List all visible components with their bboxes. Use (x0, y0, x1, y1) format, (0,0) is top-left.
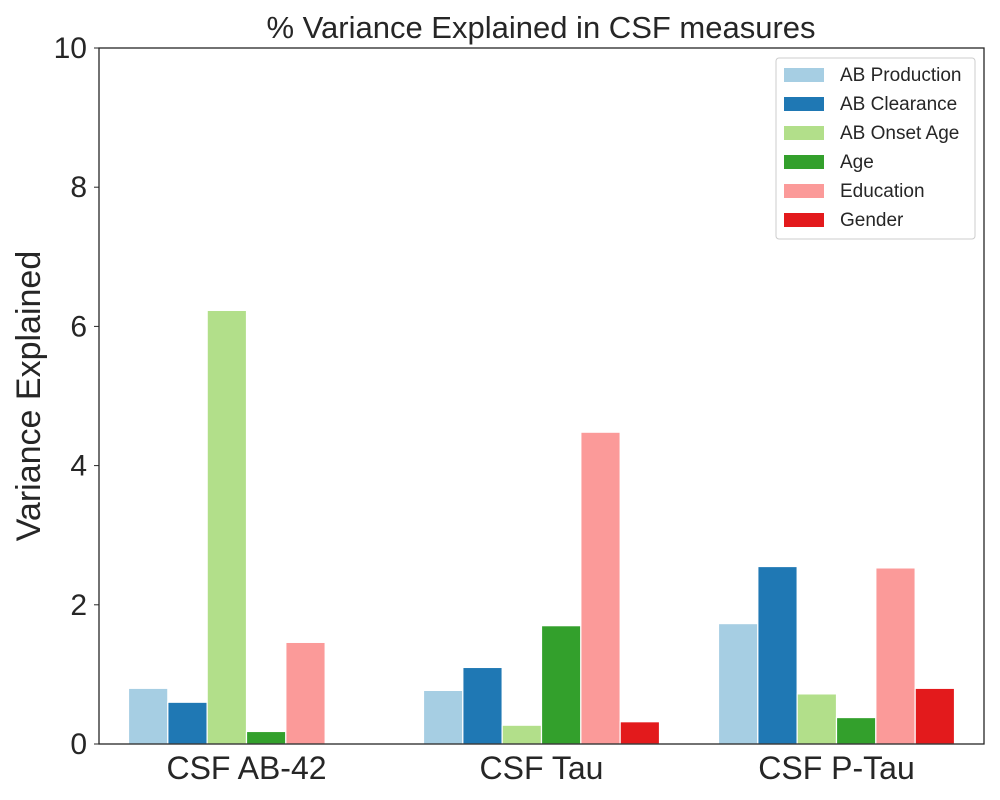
legend: AB Production AB Clearance AB Onset Age Age… (775, 57, 976, 240)
bar-age-0 (245, 730, 287, 745)
bar-ab-clearance-0 (167, 701, 208, 745)
y-tick-label: 2 (70, 589, 87, 622)
y-tick-label: 8 (70, 171, 87, 204)
legend-label: Gender (840, 210, 904, 231)
legend-swatch (784, 213, 824, 227)
y-axis-label: Variance Explained (10, 251, 48, 541)
plot-frame (98, 47, 985, 745)
bar-ab-onset-age-1 (501, 724, 543, 745)
legend-swatch (784, 97, 824, 111)
x-tick-label: CSF Tau (480, 750, 604, 786)
bar-education-2 (875, 567, 916, 745)
legend-swatch (784, 68, 824, 82)
legend-swatch (784, 184, 824, 198)
legend-swatch (784, 126, 824, 140)
bars-group (127, 309, 956, 745)
bar-gender-1 (619, 721, 661, 745)
legend-label: Age (840, 152, 874, 173)
legend-label: Education (840, 181, 925, 202)
x-tick-label: CSF P-Tau (758, 750, 914, 786)
x-tick-label: CSF AB-42 (166, 750, 326, 786)
bar-gender-2 (914, 687, 956, 745)
legend-swatch (784, 155, 824, 169)
bar-ab-production-2 (717, 622, 759, 745)
y-tick-label: 0 (70, 728, 87, 761)
bar-education-1 (580, 431, 621, 745)
y-tick-label: 6 (70, 310, 87, 343)
chart-title: % Variance Explained in CSF measures (266, 10, 815, 45)
legend-label: AB Production (840, 65, 961, 86)
y-tick-label: 10 (54, 32, 87, 65)
legend-label: AB Clearance (840, 94, 957, 115)
legend-label: AB Onset Age (840, 123, 959, 144)
bar-ab-clearance-2 (757, 565, 798, 745)
y-tick-label: 4 (70, 450, 87, 483)
bar-ab-production-0 (127, 687, 169, 745)
bar-age-1 (540, 625, 582, 745)
bar-education-0 (285, 641, 326, 745)
bar-age-2 (835, 716, 877, 745)
bar-ab-clearance-1 (462, 666, 503, 745)
x-tick-labels: CSF AB-42 CSF Tau CSF P-Tau (166, 750, 914, 786)
bar-ab-onset-age-2 (796, 693, 838, 745)
legend-frame (775, 57, 976, 240)
bar-ab-onset-age-0 (206, 309, 248, 745)
y-tick-labels: 0 2 4 6 8 10 (54, 32, 99, 761)
bar-ab-production-1 (422, 689, 464, 745)
